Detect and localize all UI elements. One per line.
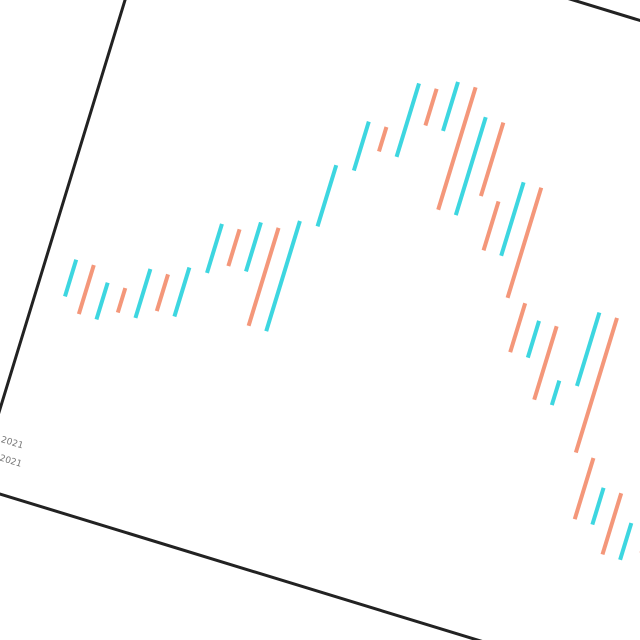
candle-body xyxy=(264,220,302,332)
candle-body xyxy=(244,221,263,273)
candle-body xyxy=(481,200,501,251)
candle-body xyxy=(575,311,602,387)
candle-body xyxy=(172,266,192,318)
candle-body xyxy=(115,287,128,314)
candle-body xyxy=(618,522,634,561)
candle-body xyxy=(590,487,606,526)
candle-body xyxy=(525,320,541,359)
candle-body xyxy=(315,164,339,227)
candle-body xyxy=(600,492,624,556)
candle-body xyxy=(133,268,153,319)
candle-body xyxy=(441,81,460,132)
candle-body xyxy=(436,86,478,211)
candle-body xyxy=(573,317,619,454)
candle-body xyxy=(76,264,96,315)
candle-body xyxy=(154,273,170,312)
candle-body xyxy=(63,259,79,297)
candle-body xyxy=(549,380,562,406)
candle-body xyxy=(377,126,389,153)
candle-body xyxy=(532,325,559,401)
candle-body xyxy=(572,457,596,520)
candle-body xyxy=(453,116,488,216)
candle-body xyxy=(505,187,544,299)
candle-body xyxy=(226,228,242,267)
candle-body xyxy=(499,181,526,257)
candle-body xyxy=(423,88,439,127)
candle-body xyxy=(246,227,281,327)
candle-body xyxy=(94,282,110,321)
candle-body xyxy=(205,223,224,274)
candle-body xyxy=(394,82,421,158)
candle-body xyxy=(508,302,528,353)
candle-body xyxy=(478,121,506,197)
candle-body xyxy=(351,121,371,172)
